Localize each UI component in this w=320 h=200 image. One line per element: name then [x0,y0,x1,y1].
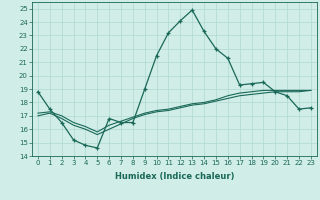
X-axis label: Humidex (Indice chaleur): Humidex (Indice chaleur) [115,172,234,181]
